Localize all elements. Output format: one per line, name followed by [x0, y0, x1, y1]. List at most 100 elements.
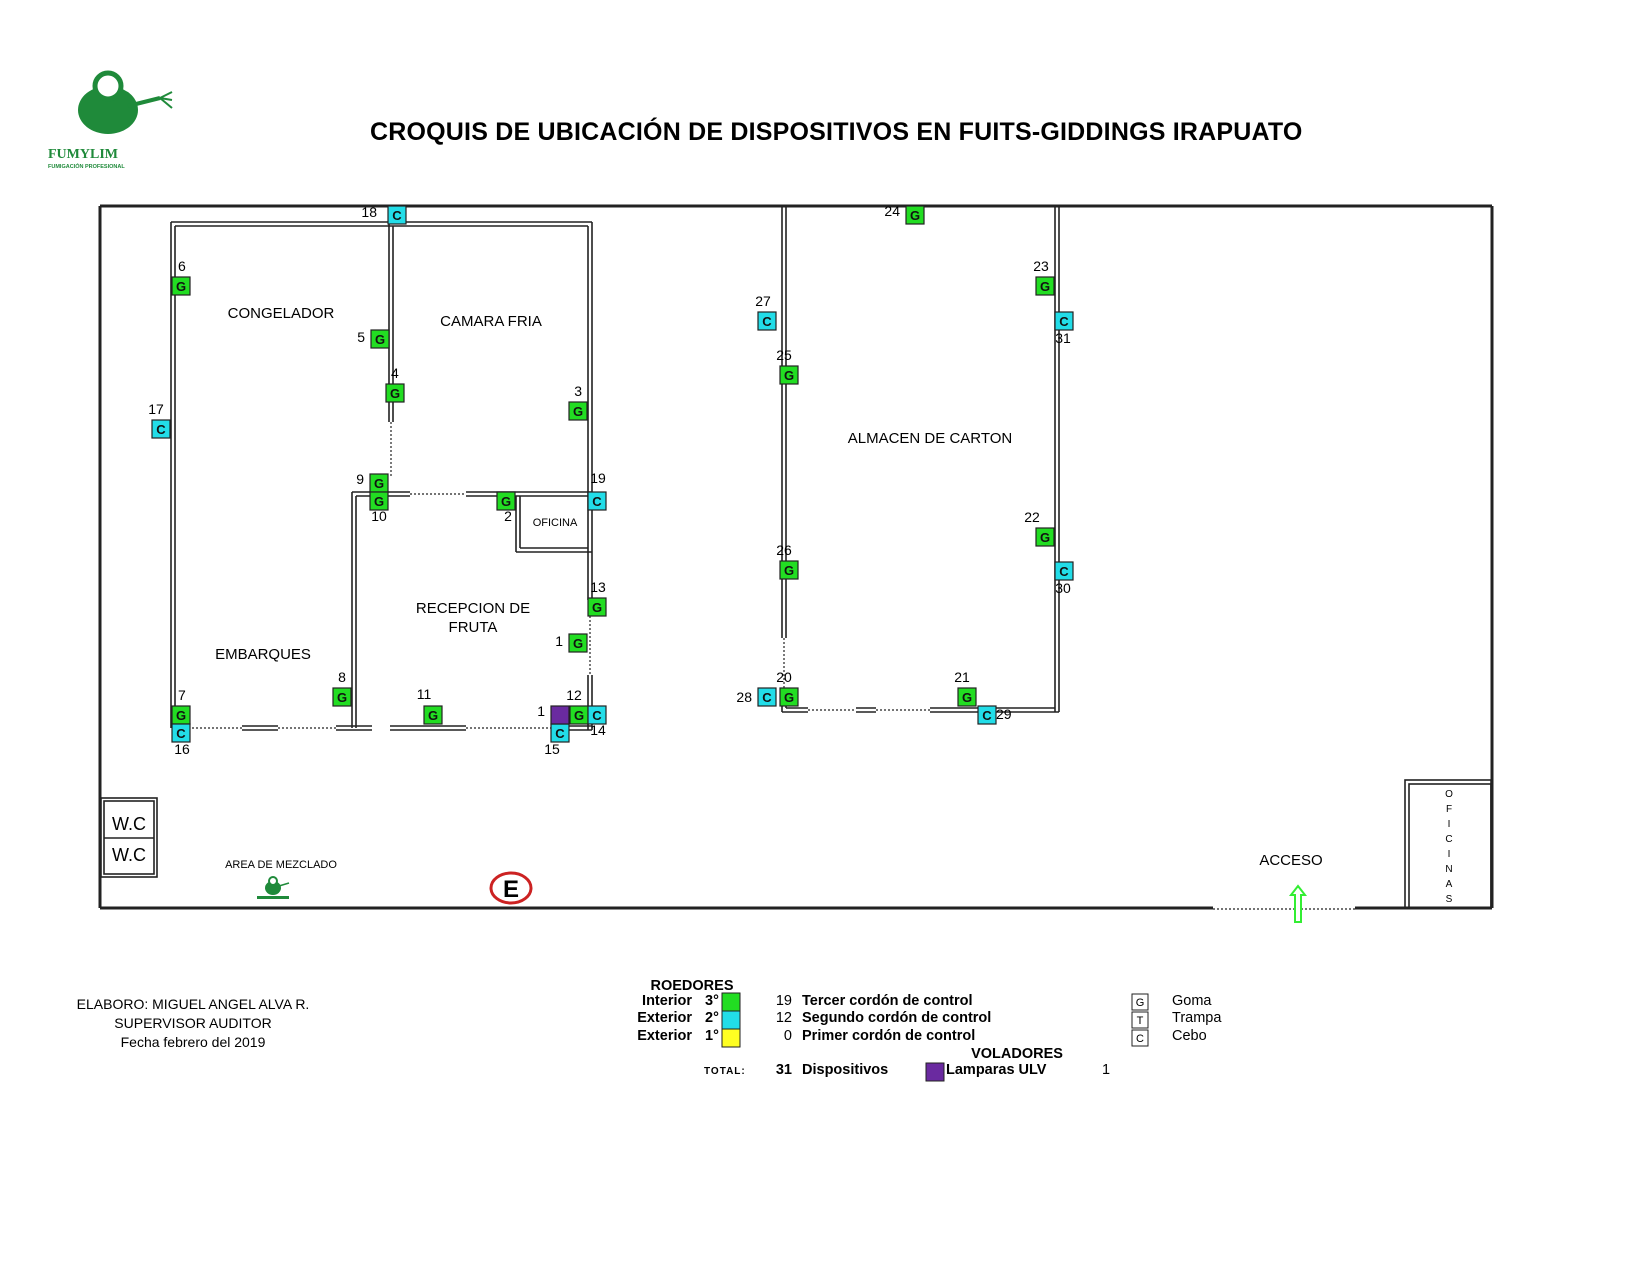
legend-key-label: Trampa: [1172, 1010, 1222, 1026]
device-g-21: G 21: [954, 669, 977, 707]
device-code: G: [784, 690, 794, 705]
device-code: C: [1059, 564, 1069, 579]
device-code: G: [962, 690, 972, 705]
device-c-29: C 29: [977, 705, 1012, 725]
device-marker: [779, 560, 799, 580]
device-marker: [1035, 527, 1055, 547]
device-code: G: [374, 476, 384, 491]
room-recepcion-line2: FRUTA: [449, 619, 498, 636]
device-code: G: [176, 708, 186, 723]
device-code: G: [574, 708, 584, 723]
device-number: 1: [555, 633, 563, 649]
legend-voladores: VOLADORES: [971, 1046, 1063, 1062]
device-number: 10: [371, 508, 387, 524]
device-number: 16: [174, 741, 190, 757]
device-marker: [387, 205, 407, 225]
legend-row-count: 0: [784, 1028, 792, 1044]
oficinas-letter: O: [1445, 789, 1453, 800]
device-g-5: G5: [357, 329, 390, 349]
device-number: 21: [954, 669, 970, 685]
room-embarques: EMBARQUES: [215, 646, 311, 663]
device-marker: [587, 597, 607, 617]
device-number: 6: [178, 258, 186, 274]
legend-row-count: 19: [776, 993, 792, 1009]
device-number: 1: [537, 703, 545, 719]
legend-row-level: 2°: [705, 1010, 719, 1026]
legend-key-label: Goma: [1172, 993, 1212, 1009]
page-title: CROQUIS DE UBICACIÓN DE DISPOSITIVOS EN …: [370, 118, 1303, 146]
oficinas-letter: I: [1448, 849, 1451, 860]
device-code: G: [573, 404, 583, 419]
device-number: 30: [1055, 580, 1071, 596]
legend-lamp-count: 1: [1102, 1062, 1110, 1078]
device-number: 14: [590, 722, 606, 738]
legend-total-label: TOTAL:: [704, 1066, 746, 1077]
device-g-7: G7: [171, 687, 191, 725]
legend-swatch-exterior-2: [721, 1010, 741, 1030]
legend-swatch-exterior-1: [721, 1028, 741, 1048]
device-code: G: [784, 563, 794, 578]
oficinas-letter: A: [1446, 879, 1453, 890]
device-marker: [757, 687, 777, 707]
device-g-2: G2: [496, 491, 516, 524]
legend-total-count: 31: [776, 1062, 792, 1078]
device-g-12: G 12: [566, 687, 589, 725]
device-marker: [568, 633, 588, 653]
logo-tagline: FUMIGACIÓN PROFESIONAL: [48, 162, 125, 170]
device-number: 3: [574, 383, 582, 399]
device-c-14: C14: [587, 705, 607, 738]
logo-figure-icon: [78, 86, 138, 134]
device-code: G: [176, 279, 186, 294]
legend-row-label: Tercer cordón de control: [802, 993, 973, 1009]
device-code: G: [501, 494, 511, 509]
device-g-20: G 20: [776, 669, 799, 707]
device-c-31: C31: [1054, 311, 1074, 346]
device-g-25: G 25: [776, 347, 799, 385]
device-number: 27: [755, 293, 771, 309]
room-almacen: ALMACEN DE CARTON: [848, 430, 1012, 447]
legend-roedores: ROEDORES: [651, 978, 734, 994]
device-number: 24: [884, 203, 900, 219]
device-code: G: [374, 494, 384, 509]
device-number: 31: [1055, 330, 1071, 346]
device-marker: [369, 491, 389, 511]
device-code: C: [392, 208, 402, 223]
device-marker: [385, 383, 405, 403]
device-g-1: G1: [555, 633, 588, 653]
device-code: C: [1059, 314, 1069, 329]
access-label: ACCESO: [1259, 852, 1322, 869]
device-marker: [550, 705, 570, 725]
access-arrow-icon: [1288, 884, 1308, 923]
device-code: G: [375, 332, 385, 347]
oficinas-letter: N: [1445, 864, 1452, 875]
room-congelador: CONGELADOR: [228, 305, 335, 322]
device-number: 29: [996, 706, 1012, 722]
device-code: C: [982, 708, 992, 723]
device-code: G: [1040, 530, 1050, 545]
legend-key-code: C: [1136, 1033, 1144, 1045]
legend-row-level: 1°: [705, 1028, 719, 1044]
oficinas-letter: F: [1446, 804, 1452, 815]
room-mezclado: AREA DE MEZCLADO: [225, 859, 337, 871]
device-code: C: [592, 708, 602, 723]
device-code: G: [573, 636, 583, 651]
device-g-8: G8: [332, 669, 352, 707]
device-marker: [779, 687, 799, 707]
device-c-28: C 28: [736, 687, 777, 707]
room-recepcion-line1: RECEPCION DE: [416, 600, 530, 617]
device-g-26: G 26: [776, 542, 799, 580]
mini-logo-icon: [257, 876, 290, 899]
oficinas-letter: I: [1448, 819, 1451, 830]
device-code: G: [784, 368, 794, 383]
device-number: 11: [417, 686, 432, 702]
device-marker: [779, 365, 799, 385]
device-marker: [957, 687, 977, 707]
device-g-10: G10: [369, 491, 389, 524]
legend-key-label: Cebo: [1172, 1028, 1207, 1044]
device-number: 4: [391, 365, 399, 381]
device-g-24: G 24: [884, 203, 925, 225]
device-g-23: G 23: [1033, 258, 1055, 296]
